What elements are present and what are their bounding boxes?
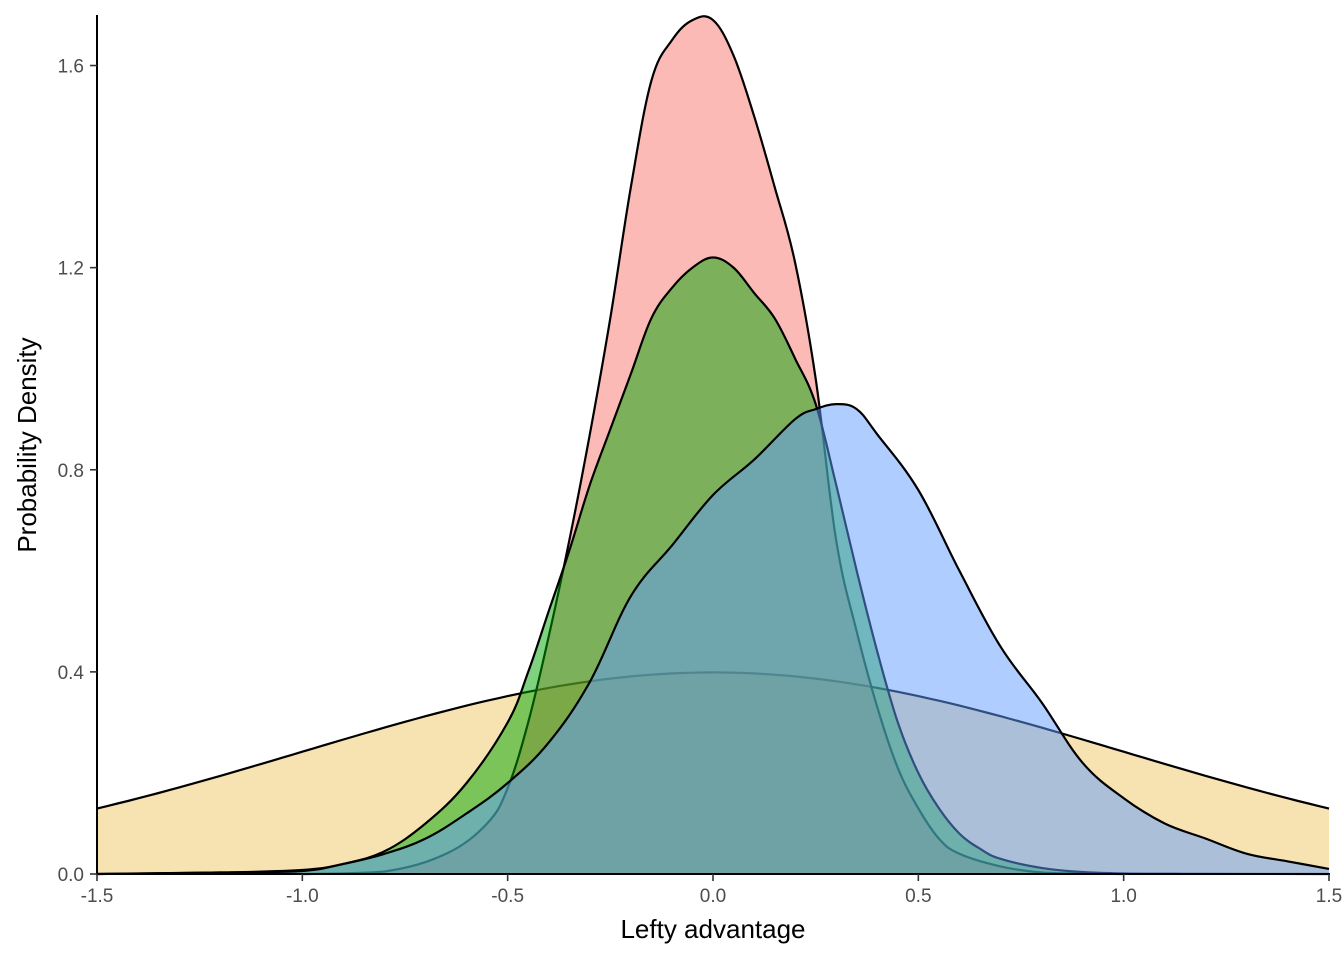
y-axis-title: Probability Density: [12, 337, 42, 552]
x-tick-label: -1.0: [286, 886, 319, 907]
density-area-4: [97, 404, 1329, 874]
y-tick-label: 0.8: [58, 461, 84, 482]
x-tick-label: -1.5: [81, 886, 114, 907]
y-tick-label: 1.6: [58, 57, 84, 78]
y-tick-label: 0.4: [58, 663, 85, 684]
x-axis-title: Lefty advantage: [620, 914, 805, 944]
x-tick-label: 1.5: [1316, 886, 1342, 907]
x-tick-label: 0.0: [700, 886, 726, 907]
density-outline-4: [96, 402, 1330, 876]
x-tick-label: 1.0: [1110, 886, 1136, 907]
y-tick-label: 0.0: [58, 865, 84, 886]
density-areas: [96, 15, 1330, 876]
x-axis-ticks: -1.5 -1.0 -0.5 0.0 0.5 1.0 1.5: [81, 874, 1342, 907]
y-axis-ticks: 0.0 0.4 0.8 1.2 1.6: [58, 57, 97, 886]
y-tick-label: 1.2: [58, 259, 84, 280]
x-tick-label: 0.5: [905, 886, 931, 907]
x-tick-label: -0.5: [491, 886, 524, 907]
